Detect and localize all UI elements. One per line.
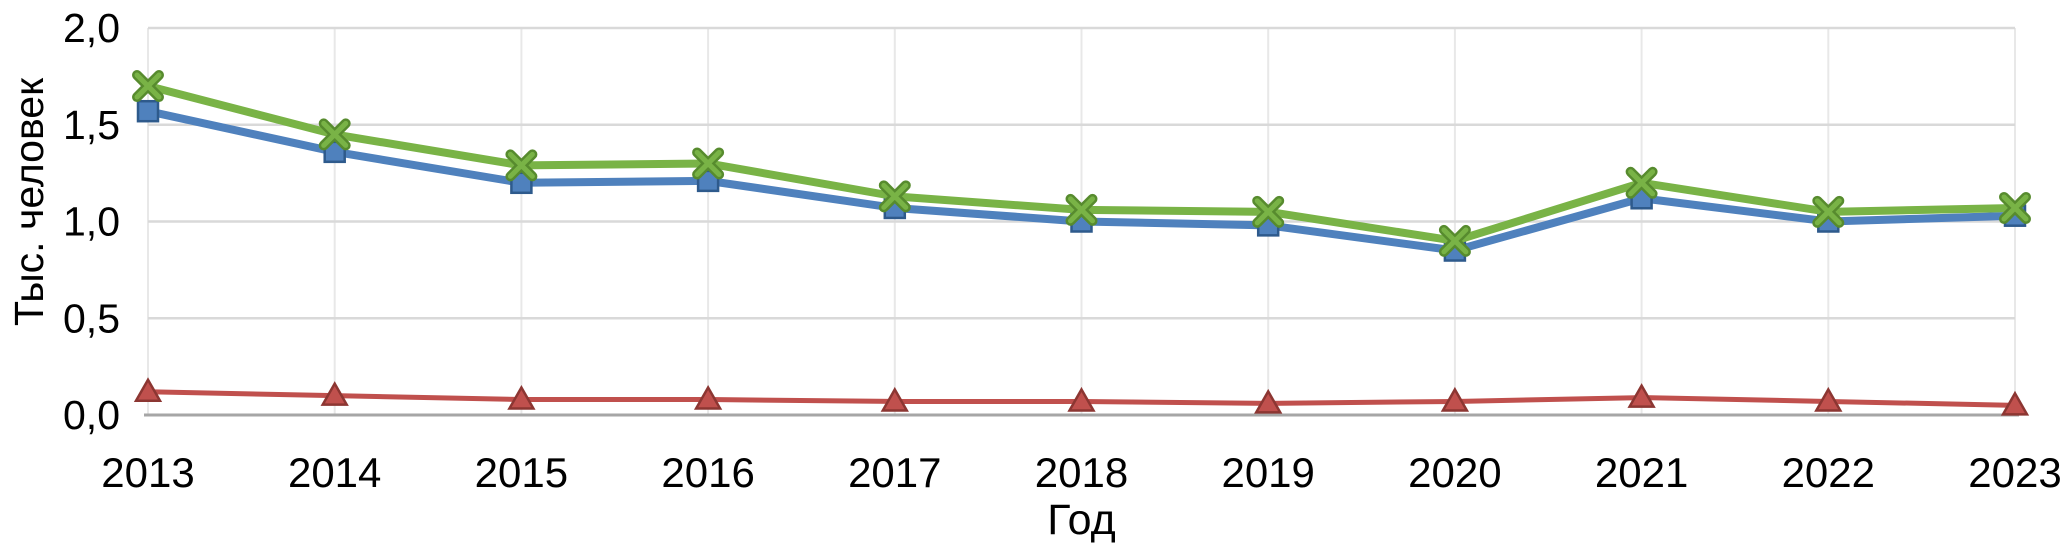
series-red-triangle-series (133, 377, 2030, 416)
triangle-marker (1440, 386, 1470, 412)
x-tick-label: 2019 (1221, 449, 1314, 496)
x-tick-label: 2023 (1968, 449, 2061, 496)
x-marker (134, 72, 162, 100)
x-marker (507, 151, 535, 179)
x-marker (1254, 198, 1282, 226)
x-marker (1068, 196, 1095, 224)
y-tick-labels: 0,0 0,5 1,0 1,5 2,0 (63, 5, 120, 438)
x-tick-label: 2016 (661, 449, 754, 496)
x-marker (694, 149, 722, 177)
square-marker (136, 99, 160, 123)
y-tick-label: 2,0 (63, 5, 120, 51)
x-tick-label: 2013 (101, 449, 194, 496)
x-marker (1441, 227, 1469, 255)
series-green-x-series (132, 70, 2031, 257)
x-marker (2001, 194, 2029, 222)
x-tick-labels: 2013 2014 2015 2016 2017 2018 2019 2020 2021 2022… (101, 449, 2061, 496)
x-tick-label: 2020 (1408, 449, 1501, 496)
y-tick-label: 1,0 (63, 199, 120, 245)
x-marker (881, 182, 909, 210)
y-tick-label: 1,5 (63, 102, 120, 148)
triangle-marker (2000, 390, 2030, 416)
triangle-marker (1814, 386, 1843, 412)
x-tick-label: 2021 (1595, 449, 1688, 496)
x-marker (321, 120, 349, 148)
x-axis-title: Год (1047, 496, 1116, 543)
x-tick-label: 2018 (1035, 449, 1128, 496)
square-marker (510, 171, 533, 195)
y-tick-label: 0,5 (63, 295, 120, 341)
y-axis-title: Тыс. человек (6, 77, 52, 327)
x-marker (1628, 169, 1656, 197)
triangle-marker (880, 386, 909, 412)
square-marker (696, 169, 720, 193)
triangle-marker (1254, 388, 1283, 414)
x-tick-label: 2022 (1782, 449, 1875, 496)
y-tick-label: 0,0 (63, 392, 120, 438)
triangle-marker (1067, 386, 1096, 412)
triangle-marker (507, 385, 536, 410)
x-marker (1814, 198, 1842, 226)
x-tick-label: 2014 (288, 449, 381, 496)
x-tick-label: 2017 (848, 449, 941, 496)
triangle-marker (133, 377, 163, 403)
triangle-marker (320, 381, 349, 406)
x-tick-label: 2015 (475, 449, 568, 496)
triangle-marker (1627, 383, 1656, 408)
square-marker (323, 140, 346, 164)
triangle-marker (693, 385, 723, 410)
